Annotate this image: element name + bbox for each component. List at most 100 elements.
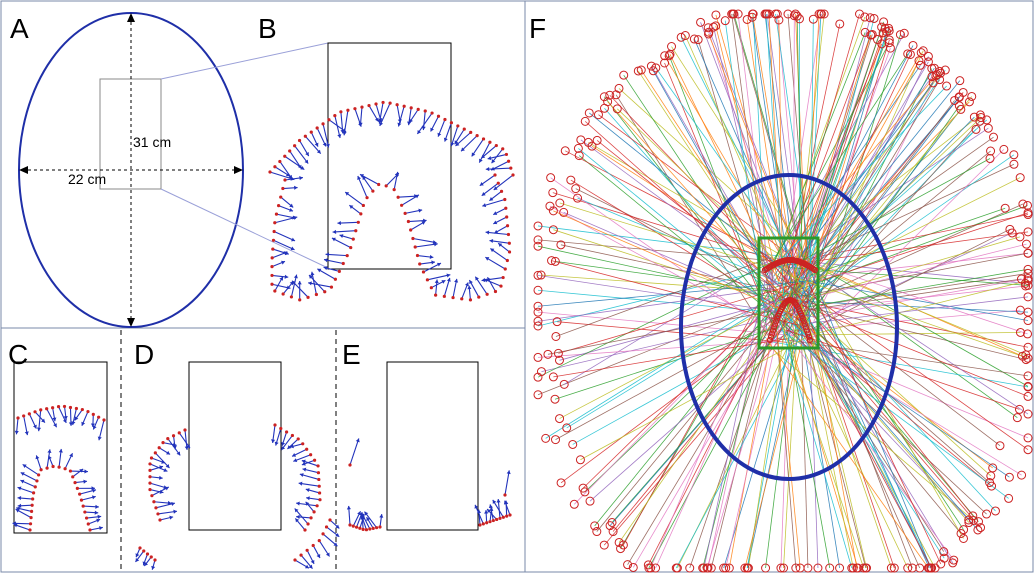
panel-a-label: A: [10, 13, 29, 44]
sensor-circle: [689, 34, 699, 44]
arrowhead: [58, 448, 63, 453]
field-arrow: [481, 277, 504, 282]
sensor-circle: [1023, 316, 1033, 326]
sensor-circle: [562, 423, 572, 433]
sensor-dot: [507, 250, 512, 254]
sensor-dot: [443, 117, 447, 122]
sensor-circle: [814, 9, 824, 19]
arrowhead: [487, 156, 492, 161]
arrowhead: [68, 422, 74, 426]
sensor-circle: [969, 112, 979, 122]
arrowhead: [164, 486, 169, 491]
height-arrowhead-bottom: [127, 318, 135, 327]
ray-line: [811, 272, 1029, 307]
source-circle: [768, 330, 776, 337]
sensor-dot: [503, 493, 507, 497]
arrowhead: [316, 554, 321, 559]
arrowhead: [17, 503, 22, 508]
ray-line: [813, 74, 938, 322]
sensor-dot: [409, 106, 413, 110]
sensor-circle: [623, 560, 633, 570]
sensor-dot: [81, 504, 85, 508]
sensor-dot: [504, 206, 508, 210]
field-arrow: [46, 408, 58, 428]
sensor-dot: [152, 500, 156, 504]
arrowhead: [487, 509, 491, 513]
sensor-dot: [509, 166, 513, 170]
panel-f-label: F: [529, 13, 546, 44]
ray-line: [752, 13, 767, 259]
arrowhead: [346, 505, 351, 510]
sensor-dot: [276, 204, 281, 208]
ray-line: [793, 315, 993, 469]
sensor-circle: [603, 97, 613, 107]
width-arrowhead-right: [234, 166, 243, 174]
sensor-dot: [415, 253, 420, 258]
sensor-dot: [278, 159, 282, 164]
arrowhead: [325, 252, 330, 257]
ray-line: [580, 139, 791, 295]
arrowhead: [171, 501, 175, 506]
arrowhead: [36, 427, 42, 432]
sensor-dot: [74, 406, 79, 411]
arrowhead: [431, 260, 435, 265]
arrowhead: [163, 468, 168, 472]
arrowhead: [317, 268, 322, 273]
sensor-dot: [348, 463, 352, 467]
field-arrow: [273, 239, 295, 251]
sensor-dot: [317, 491, 322, 495]
arrowhead: [69, 453, 73, 458]
ray-line: [588, 142, 814, 275]
sensor-circle: [792, 11, 802, 21]
sensor-circle: [599, 540, 609, 550]
ray-line: [675, 316, 811, 569]
arrowhead: [342, 131, 347, 136]
ray-line: [549, 205, 774, 328]
field-arrow: [304, 135, 322, 154]
sensor-dot: [511, 173, 515, 177]
sensor-dot: [158, 518, 162, 522]
sensor-dot: [281, 186, 285, 191]
sensor-dot: [281, 292, 285, 296]
ray-line: [808, 149, 1005, 342]
ray-line: [708, 32, 793, 292]
sensor-dot: [505, 215, 509, 219]
sensor-circle: [546, 173, 556, 183]
sensor-circle: [559, 207, 569, 217]
sensor-circle: [852, 563, 862, 573]
sensor-dot: [508, 513, 512, 517]
sensor-circle: [1023, 268, 1033, 278]
panel-c-imaging-box: [13, 361, 108, 534]
sensor-circle: [748, 9, 758, 19]
sensor-dot: [273, 165, 277, 169]
arrowhead: [377, 119, 382, 124]
sensor-dot: [378, 525, 382, 529]
sensor-dot: [345, 254, 349, 258]
sensor-dot: [425, 278, 430, 282]
ray-line: [788, 267, 1029, 286]
sensor-dot: [324, 525, 329, 529]
sensor-circle: [533, 352, 543, 362]
arrowhead: [159, 475, 163, 480]
field-arrow: [481, 182, 499, 197]
sensor-circle: [693, 35, 703, 45]
sensor-circle: [533, 285, 543, 295]
field-arrow: [298, 482, 320, 487]
ray-line: [780, 82, 934, 282]
sensor-dot: [297, 138, 302, 143]
ray-line: [795, 214, 1029, 262]
arrowhead: [288, 174, 293, 179]
sensor-circle: [560, 146, 570, 156]
sensor-dot: [485, 521, 489, 525]
field-arrow: [485, 167, 511, 170]
field-arrow: [291, 280, 309, 298]
sensor-circle: [685, 563, 695, 573]
sensor-dot: [91, 412, 95, 416]
ray-line: [537, 280, 812, 307]
source-circle: [766, 336, 774, 344]
panel-e-label: E: [342, 339, 361, 370]
field-arrow: [379, 102, 391, 127]
sensor-dot: [296, 437, 300, 441]
arrowhead: [296, 514, 300, 519]
arrowhead: [409, 118, 413, 123]
